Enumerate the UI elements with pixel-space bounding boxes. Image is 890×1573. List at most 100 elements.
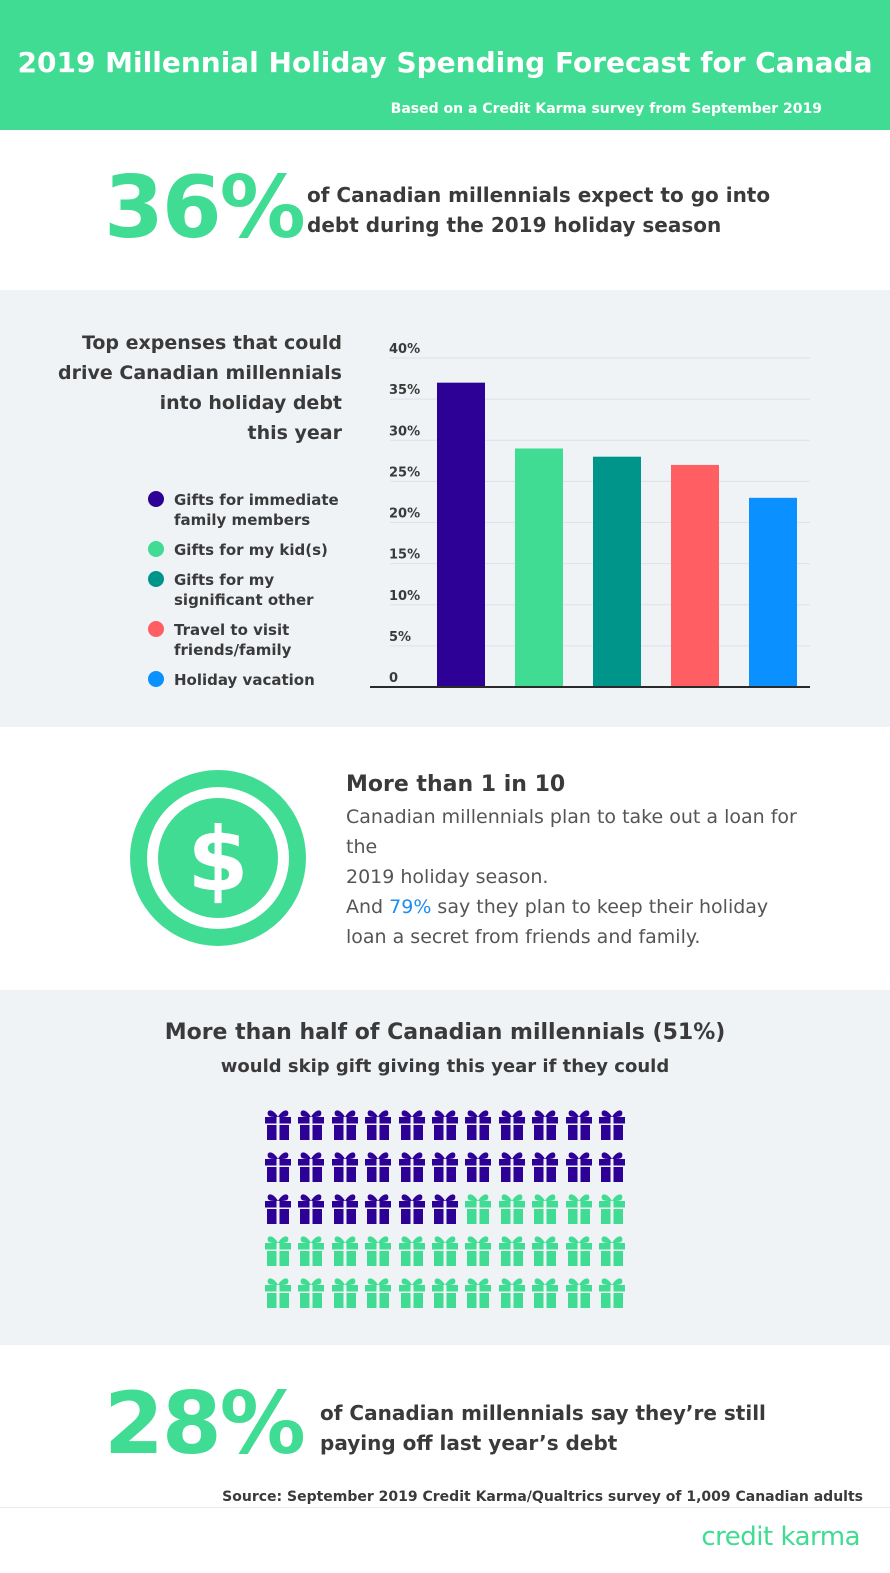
expenses-bar-chart: 0 5% 10% 15% 20% 25% 30% 35% 40% [370,342,810,688]
gift-icon [331,1192,359,1224]
stat-debt-line2: debt during the 2019 holiday season [307,213,722,237]
gift-icon [398,1192,426,1224]
legend-item-kids: Gifts for my kid(s) [148,540,348,560]
gift-icon [431,1276,459,1308]
gift-icon [331,1108,359,1140]
loan-secret-paragraph: And 79% say they plan to keep their holi… [346,892,826,952]
bar [593,456,641,687]
gift-icon [264,1108,292,1140]
gift-icon [598,1192,626,1224]
gift-icon [598,1276,626,1308]
gift-icon [297,1192,325,1224]
stat-last-year-percent: 28% [104,1374,306,1474]
header-banner: 2019 Millennial Holiday Spending Forecas… [0,0,890,130]
y-tick-label: 30% [389,424,420,439]
gift-icon [431,1192,459,1224]
chart-title-line1: Top expenses that could [81,332,342,354]
legend-label: significant other [174,591,314,609]
stat-debt-line1: of Canadian millennials expect to go int… [307,183,771,207]
gift-icon [498,1234,526,1266]
gift-icon [498,1150,526,1182]
gift-icon [364,1276,392,1308]
gift-icon [264,1276,292,1308]
chart-legend: Gifts for immediate family members Gifts… [148,490,348,700]
legend-item-immediate-family: Gifts for immediate family members [148,490,348,530]
gift-icon [297,1108,325,1140]
legend-item-travel: Travel to visit friends/family [148,620,348,660]
gift-icon [331,1276,359,1308]
y-tick-label: 0 [389,671,398,686]
chart-title-line4: this year [247,422,342,444]
loan-secret-line2: loan a secret from friends and family. [346,926,701,948]
gift-icon [598,1150,626,1182]
legend-dot [148,621,164,637]
legend-dot [148,571,164,587]
gift-icon [464,1276,492,1308]
y-tick-label: 20% [389,507,420,522]
gift-icon [498,1108,526,1140]
gift-icon [364,1150,392,1182]
gift-icon [598,1234,626,1266]
gift-icon [297,1150,325,1182]
y-tick-label: 5% [389,630,411,645]
legend-label: Holiday vacation [174,671,315,689]
gift-icon [431,1150,459,1182]
gift-icon [464,1150,492,1182]
gift-icon [431,1108,459,1140]
loan-secret-percent: 79% [389,896,432,918]
legend-dot [148,671,164,687]
loan-secret-line1: And 79% say they plan to keep their holi… [346,892,826,922]
legend-label: Travel to visit [174,621,290,639]
loan-title: More than 1 in 10 [346,772,566,797]
loan-line1: Canadian millennials plan to take out a … [346,806,797,858]
dollar-coin-icon: $ [130,770,306,946]
page-subtitle: Based on a Credit Karma survey from Sept… [390,101,822,117]
legend-item-significant-other: Gifts for my significant other [148,570,348,610]
bar [671,464,719,687]
credit-karma-logo: credit karma [701,1522,860,1552]
gift-icon [264,1234,292,1266]
legend-label: Gifts for my [174,571,275,589]
gift-icon [331,1150,359,1182]
page-title: 2019 Millennial Holiday Spending Forecas… [17,46,873,79]
gift-icon [297,1276,325,1308]
y-tick-label: 40% [389,342,420,357]
stat-last-year-text: of Canadian millennials say they’re stil… [320,1398,766,1458]
gift-icon [264,1192,292,1224]
gift-icon [464,1192,492,1224]
gift-icon [531,1192,559,1224]
y-tick-label: 25% [389,465,420,480]
gift-icon [531,1150,559,1182]
stat-last-year-line2: paying off last year’s debt [320,1431,618,1455]
legend-label: Gifts for immediate [174,491,339,509]
legend-label: family members [174,511,311,529]
gift-icon [264,1150,292,1182]
gift-icon [398,1276,426,1308]
footer-divider [0,1507,890,1508]
gift-icon [531,1276,559,1308]
gift-icon [565,1276,593,1308]
legend-label: friends/family [174,641,292,659]
legend-item-vacation: Holiday vacation [148,670,348,690]
loan-secret-suffix: say they plan to keep their holiday [431,896,769,918]
chart-title-line2: drive Canadian millennials [58,362,342,384]
bar [749,497,797,687]
stat-debt-percent: 36% [104,158,306,258]
stat-last-year-line1: of Canadian millennials say they’re stil… [320,1401,766,1425]
gift-icon [398,1108,426,1140]
gift-icon [297,1234,325,1266]
gift-icon [498,1276,526,1308]
gifts-subtitle: would skip gift giving this year if they… [220,1056,670,1077]
chart-title-line3: into holiday debt [159,392,342,414]
y-tick-label: 15% [389,548,420,563]
chart-title: Top expenses that could drive Canadian m… [42,328,342,448]
gift-icon [565,1192,593,1224]
loan-paragraph: Canadian millennials plan to take out a … [346,802,826,892]
bar [515,448,563,687]
y-tick-label: 10% [389,589,420,604]
gift-icon [565,1234,593,1266]
gift-icon [431,1234,459,1266]
legend-dot [148,541,164,557]
legend-label: Gifts for my kid(s) [174,541,328,559]
gift-icon [464,1234,492,1266]
